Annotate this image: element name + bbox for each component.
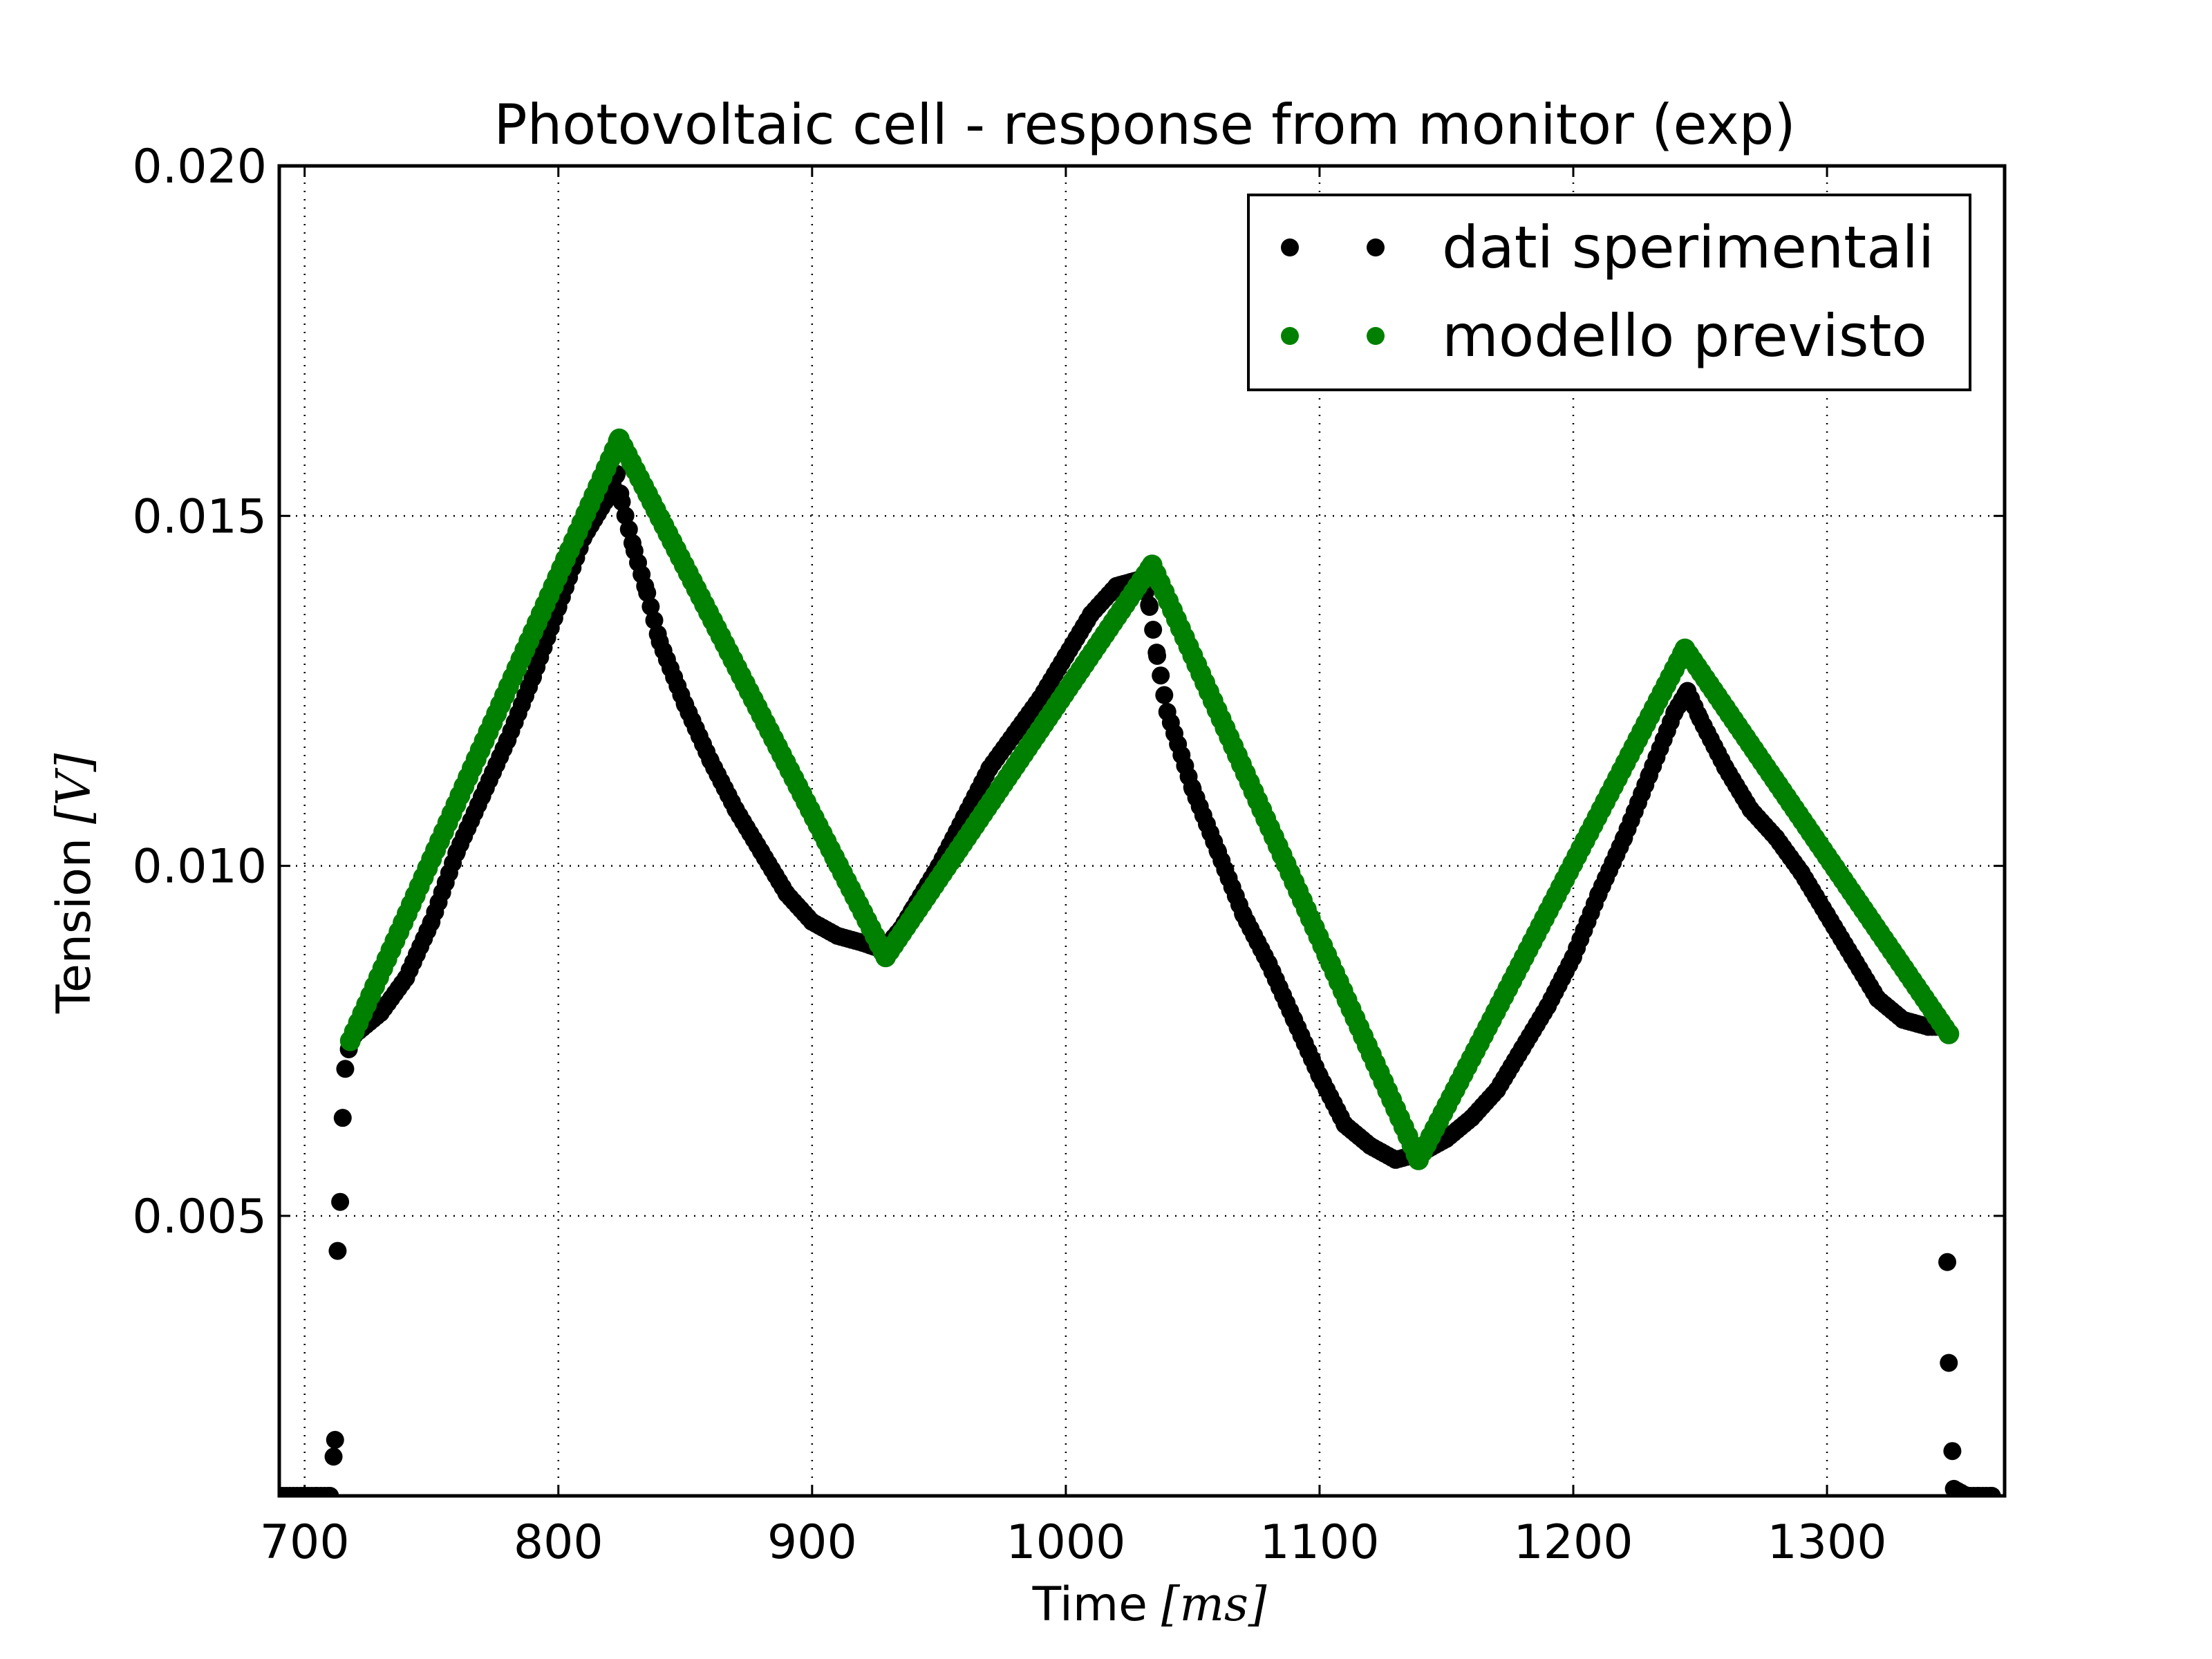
y-axis-label-unit: [V]: [47, 753, 102, 824]
data-point: [616, 506, 635, 525]
plot-frame: [277, 164, 2007, 1498]
legend-marker-dati-sperimentali-left: [1281, 238, 1299, 256]
y-axis-label: Tension [V]: [47, 753, 102, 1014]
data-point: [645, 611, 664, 630]
y-tick-label: 0.005: [132, 1190, 267, 1244]
y-tick-label: 0.015: [132, 489, 267, 544]
ticks: 700 800 900 1000 1100 1200 1300 0.005 0.010 0.015…: [132, 140, 2005, 1570]
x-tick-label: 1100: [1259, 1515, 1379, 1570]
legend-marker-modello-previsto-right: [1367, 327, 1385, 345]
data-point: [326, 1430, 344, 1449]
data-point: [1148, 646, 1167, 665]
legend-box: [1247, 194, 1971, 391]
x-axis-label-text: Time: [1032, 1577, 1147, 1632]
model-point: [1938, 1023, 1960, 1044]
data-point: [1940, 1353, 1958, 1372]
data-point: [333, 1109, 352, 1127]
data-point: [324, 1447, 343, 1466]
chart-title: Photovoltaic cell - response from monito…: [494, 93, 1795, 157]
x-axis-label: Time [ms]: [1032, 1577, 1267, 1632]
legend-label-dati-sperimentali: dati sperimentali: [1442, 214, 1934, 281]
data-point: [1152, 666, 1170, 685]
legend-label-modello-previsto: modello previsto: [1442, 302, 1927, 370]
x-axis-label-unit: [ms]: [1161, 1577, 1267, 1632]
data-point: [1943, 1442, 1962, 1461]
series-dati-sperimentali: [279, 465, 2001, 1496]
x-tick-label: 900: [767, 1515, 857, 1570]
data-point: [1155, 686, 1174, 704]
data-point: [1983, 1487, 2001, 1496]
x-tick-label: 700: [260, 1515, 350, 1570]
legend-marker-dati-sperimentali-right: [1367, 238, 1385, 256]
svg-text:Tension: Tension: [47, 838, 102, 1014]
data-point: [641, 597, 660, 616]
data-point: [1144, 621, 1163, 639]
data-point: [331, 1192, 350, 1211]
y-tick-label: 0.010: [132, 840, 267, 894]
legend-marker-modello-previsto-left: [1281, 327, 1299, 345]
svg-text:[ms]: [ms]: [1161, 1577, 1267, 1632]
x-tick-label: 1200: [1513, 1515, 1633, 1570]
series-group: [279, 428, 2001, 1496]
legend: dati sperimentali modello previsto: [1247, 194, 1971, 391]
data-point: [619, 520, 638, 538]
svg-text:Time: Time: [1032, 1577, 1147, 1632]
data-point: [612, 493, 631, 512]
data-point: [321, 1487, 339, 1496]
y-axis-label-text: Tension: [47, 838, 102, 1014]
x-tick-label: 800: [514, 1515, 603, 1570]
x-tick-label: 1300: [1768, 1515, 1887, 1570]
data-point: [638, 583, 657, 602]
y-tick-label: 0.020: [132, 140, 267, 194]
data-point: [1141, 597, 1159, 616]
plot-area: [279, 428, 2001, 1496]
x-tick-label: 1000: [1006, 1515, 1125, 1570]
series-modello-previsto: [339, 428, 1960, 1170]
data-point: [328, 1241, 347, 1260]
data-point: [336, 1060, 355, 1078]
svg-text:[V]: [V]: [47, 753, 102, 824]
data-point: [1938, 1253, 1957, 1271]
